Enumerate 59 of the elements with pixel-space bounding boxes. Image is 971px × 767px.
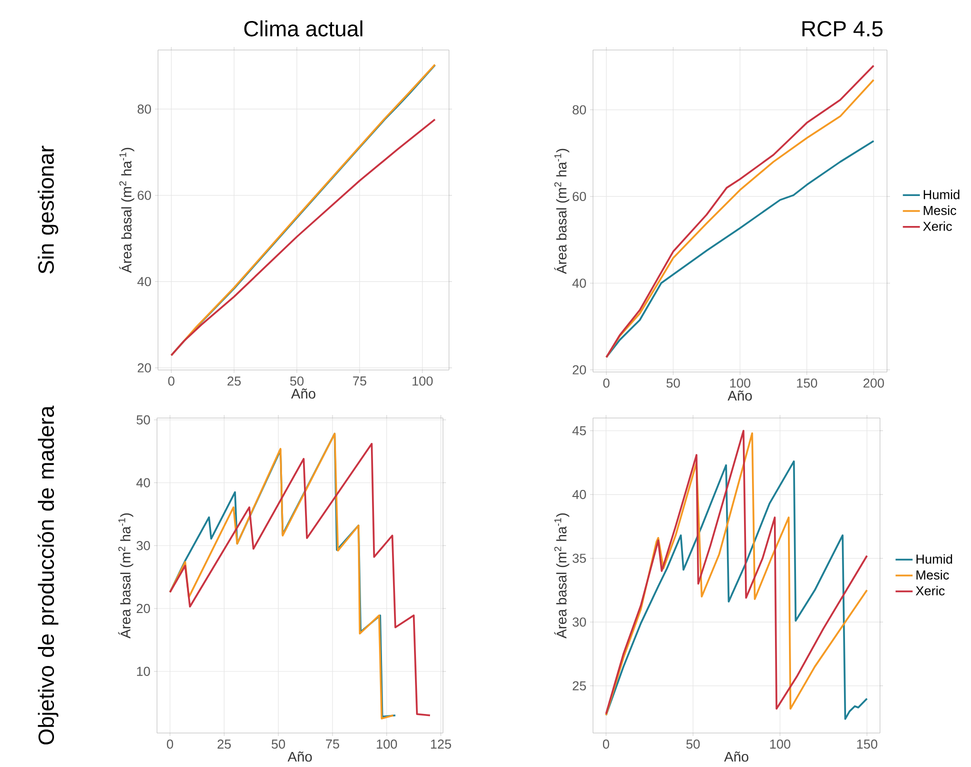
x-axis-title: Año (724, 752, 748, 762)
y-tick-label: 25 (572, 681, 586, 690)
x-tick-label: 150 (797, 378, 818, 388)
legend-label: Xeric (923, 221, 952, 231)
x-tick-label: 75 (326, 740, 340, 749)
x-tick-label: 100 (376, 740, 397, 749)
x-axis-title: Año (291, 388, 316, 399)
x-tick-label: 0 (603, 378, 610, 388)
y-tick-label: 40 (572, 278, 586, 288)
x-tick-label: 25 (218, 740, 231, 749)
text: Sin gestionar (38, 146, 58, 274)
x-tick-label: 100 (730, 378, 750, 388)
line-series (169, 442, 431, 716)
y-tick-label: 40 (136, 478, 150, 488)
y-tick-label: 20 (138, 363, 151, 372)
x-tick-label: 100 (770, 740, 790, 749)
text: Objetivo de producción de madera (38, 406, 58, 744)
x-axis-title: Año (728, 390, 752, 401)
x-tick-label: 50 (272, 740, 286, 749)
y-tick-label: 40 (137, 276, 151, 286)
x-tick-label: 25 (228, 376, 241, 386)
legend-label: Mesic (924, 206, 956, 216)
y-axis-title: Área basal (m$^{2}$ ha$^{-1}$) (554, 148, 570, 274)
x-tick-label: 50 (686, 740, 700, 749)
x-tick-label: 150 (857, 740, 878, 749)
x-tick-label: 100 (412, 376, 433, 386)
x-tick-label: 0 (168, 376, 174, 386)
y-tick-label: 20 (572, 365, 586, 374)
line-series (605, 140, 875, 358)
y-tick-label: 60 (138, 190, 151, 200)
y-tick-label: 10 (137, 666, 150, 676)
x-tick-label: 50 (290, 376, 304, 386)
x-tick-label: 50 (666, 378, 680, 388)
x-tick-label: 125 (431, 740, 452, 749)
y-tick-label: 20 (136, 604, 150, 614)
y-tick-label: 30 (572, 617, 586, 627)
chart-title: RCP 4.5 (802, 20, 883, 37)
x-tick-label: 0 (602, 740, 610, 749)
y-tick-label: 35 (572, 554, 586, 563)
y-axis-title: Área basal (m$^{2}$ ha$^{-1}$) (554, 513, 570, 638)
y-tick-label: 80 (138, 104, 151, 114)
legend-label: Mesic (916, 570, 949, 580)
y-tick-label: 45 (572, 426, 586, 436)
chart-title: Clima actual (244, 20, 362, 37)
legend-label: Humid (916, 554, 952, 564)
y-tick-label: 80 (572, 105, 586, 114)
y-axis-title: Área basal (m$^{2}$ ha$^{-1}$) (118, 513, 134, 638)
y-tick-label: 60 (572, 192, 586, 202)
legend-label: Humid (924, 190, 960, 200)
x-axis-title: Año (288, 752, 312, 762)
y-tick-label: 50 (136, 415, 150, 424)
x-tick-label: 200 (863, 378, 884, 388)
legend-label: Xeric (916, 586, 945, 596)
y-tick-label: 40 (572, 490, 586, 500)
line-series (170, 118, 436, 356)
x-tick-label: 0 (166, 740, 174, 749)
y-tick-label: 30 (136, 541, 150, 550)
y-axis-title: Área basal (m$^{2}$ ha$^{-1}$) (119, 148, 134, 273)
x-tick-label: 75 (353, 376, 366, 386)
